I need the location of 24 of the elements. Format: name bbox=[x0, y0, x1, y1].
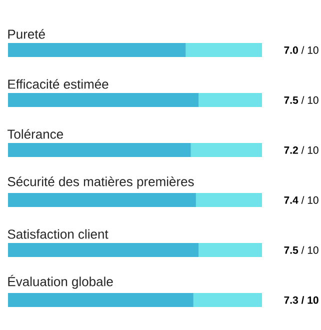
bar bbox=[186, 43, 262, 57]
bar bbox=[8, 292, 194, 307]
bar bbox=[8, 43, 186, 57]
data-label: 7.5 / 10 bbox=[284, 96, 318, 104]
bar bbox=[198, 93, 262, 107]
data-label: 7.3 / 10 bbox=[284, 296, 318, 304]
bar bbox=[8, 192, 196, 207]
bar bbox=[8, 242, 198, 257]
data-label: 7.5 / 10 bbox=[284, 246, 318, 254]
bar bbox=[8, 143, 191, 157]
y-tick-label: Pureté bbox=[8, 29, 45, 39]
data-label: 7.4 / 10 bbox=[284, 196, 318, 204]
bar bbox=[193, 292, 262, 307]
data-label: 7.2 / 10 bbox=[284, 146, 318, 154]
y-tick-label: Tolérance bbox=[7, 129, 63, 139]
bar bbox=[198, 242, 262, 257]
data-label: 7.0 / 10 bbox=[284, 46, 318, 54]
y-tick-label: Sécurité des matières premières bbox=[8, 176, 194, 189]
y-tick-label: Efficacité estimée bbox=[8, 79, 108, 89]
bar bbox=[190, 143, 262, 157]
bar bbox=[8, 93, 198, 107]
bar bbox=[196, 192, 262, 207]
y-tick-label: Satisfaction client bbox=[8, 229, 108, 239]
y-tick-label: Évaluation globale bbox=[8, 274, 113, 289]
